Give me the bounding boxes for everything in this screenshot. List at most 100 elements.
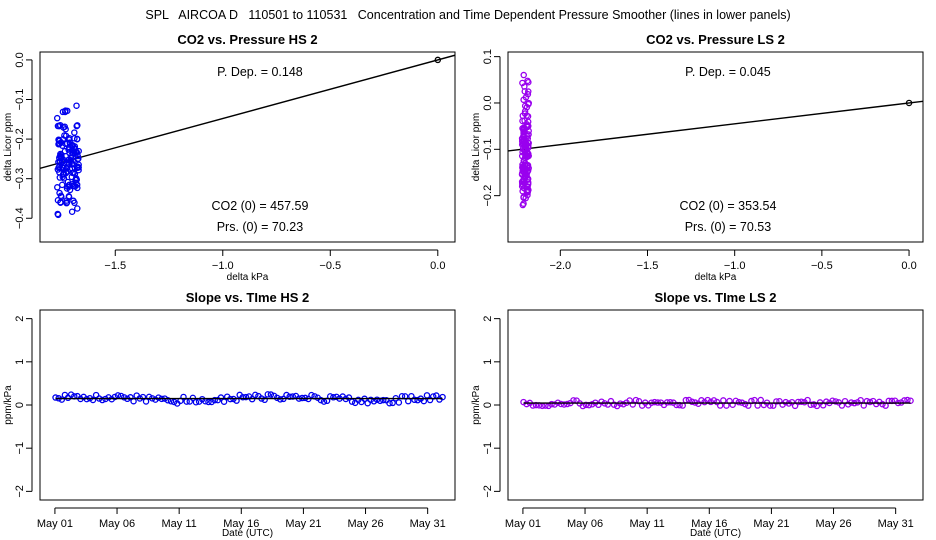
data-point bbox=[111, 393, 119, 401]
data-point bbox=[782, 398, 789, 406]
chart-title: Slope vs. TIme LS 2 bbox=[654, 290, 776, 305]
y-tick-label: 1 bbox=[482, 359, 494, 365]
x-tick-label: −1.0 bbox=[212, 260, 234, 272]
fit-line bbox=[40, 54, 455, 169]
data-point bbox=[345, 394, 353, 401]
data-point bbox=[59, 170, 67, 178]
data-point bbox=[598, 398, 605, 405]
data-point bbox=[120, 394, 128, 401]
x-axis-label: delta kPa bbox=[695, 272, 737, 283]
data-point bbox=[651, 398, 658, 406]
data-point bbox=[866, 398, 874, 406]
data-point bbox=[367, 396, 375, 404]
data-point bbox=[524, 180, 532, 188]
chart-title: CO2 vs. Pressure HS 2 bbox=[177, 32, 317, 47]
data-point bbox=[524, 189, 532, 196]
data-point bbox=[286, 393, 293, 400]
x-tick-label: −1.5 bbox=[637, 260, 659, 272]
pressure-dependence-label: P. Dep. = 0.148 bbox=[217, 65, 303, 79]
chart-hs-slope: Slope vs. TIme HS 2 May 01 May 06 May 11 May… bbox=[3, 290, 456, 539]
y-axis-label: ppm/kPa bbox=[3, 385, 14, 425]
data-point bbox=[729, 401, 736, 408]
x-tick-label: May 06 bbox=[99, 518, 135, 530]
data-point bbox=[242, 393, 250, 401]
data-point bbox=[620, 400, 627, 408]
data-point bbox=[54, 210, 61, 218]
data-point bbox=[65, 143, 73, 151]
chart-hs-pressure: CO2 vs. Pressure HS 2 −1.5 −1.0 −0.5 0.0 delt… bbox=[3, 32, 456, 283]
data-point bbox=[521, 117, 528, 124]
data-point bbox=[563, 400, 571, 408]
y-tick-label: −0.4 bbox=[14, 207, 26, 229]
data-point bbox=[180, 393, 187, 401]
data-point bbox=[56, 140, 63, 147]
x-tick-label: −1.5 bbox=[104, 260, 126, 272]
data-point bbox=[58, 181, 66, 189]
data-point bbox=[520, 130, 527, 137]
data-point bbox=[73, 149, 81, 156]
data-point bbox=[239, 393, 247, 401]
data-point bbox=[189, 394, 197, 402]
data-point bbox=[164, 397, 172, 404]
data-point bbox=[518, 178, 526, 186]
data-point bbox=[519, 167, 526, 175]
data-point bbox=[73, 135, 81, 143]
data-point bbox=[439, 393, 446, 401]
x-tick-label: May 01 bbox=[37, 518, 73, 530]
data-point bbox=[127, 394, 134, 401]
data-point bbox=[879, 400, 886, 408]
data-point bbox=[267, 391, 275, 398]
data-point bbox=[629, 401, 637, 408]
chart-ls-pressure: CO2 vs. Pressure LS 2 −2.0 −1.5 −1.0 −0.5 0.0… bbox=[471, 32, 924, 283]
data-point bbox=[635, 398, 643, 405]
data-point bbox=[60, 164, 67, 172]
chart-title: CO2 vs. Pressure LS 2 bbox=[646, 32, 785, 47]
data-point bbox=[139, 393, 147, 401]
data-point bbox=[524, 118, 532, 126]
data-point bbox=[170, 398, 178, 406]
data-point bbox=[205, 398, 212, 406]
y-tick-label: 0.0 bbox=[14, 52, 26, 67]
y-tick-label: 0 bbox=[14, 402, 26, 408]
data-point bbox=[713, 398, 721, 406]
data-point bbox=[66, 134, 73, 142]
data-point bbox=[519, 201, 527, 209]
data-point bbox=[57, 192, 65, 199]
data-point bbox=[518, 152, 526, 160]
data-point bbox=[520, 96, 527, 104]
y-tick-label: −0.1 bbox=[482, 138, 494, 160]
figure-title: SPL AIRCOA D 110501 to 110531 Concentrat… bbox=[145, 8, 790, 22]
data-point bbox=[832, 398, 839, 405]
data-point bbox=[58, 151, 65, 159]
pressure-zero-label: Prs. (0) = 70.53 bbox=[685, 220, 772, 234]
data-point bbox=[389, 399, 396, 407]
x-tick-label: May 21 bbox=[285, 518, 321, 530]
chart-ls-slope: Slope vs. TIme LS 2 May 01 May 06 May 11 May… bbox=[471, 290, 924, 539]
y-tick-label: 2 bbox=[482, 316, 494, 322]
data-point bbox=[68, 208, 76, 215]
data-point bbox=[610, 401, 618, 408]
x-axis-label: Date (UTC) bbox=[222, 528, 273, 539]
data-point bbox=[414, 396, 421, 404]
data-point bbox=[57, 165, 64, 172]
data-point bbox=[823, 398, 830, 405]
data-point bbox=[788, 398, 796, 406]
data-point bbox=[411, 396, 418, 404]
data-point bbox=[735, 398, 743, 406]
data-point bbox=[99, 396, 106, 404]
plot-frame bbox=[507, 309, 924, 501]
data-point bbox=[89, 396, 97, 404]
data-point bbox=[810, 401, 818, 408]
data-point bbox=[523, 400, 530, 408]
data-point bbox=[520, 193, 527, 201]
data-point bbox=[524, 162, 531, 169]
plot-area bbox=[40, 54, 455, 219]
data-point bbox=[330, 394, 337, 401]
data-point bbox=[523, 141, 530, 148]
data-point bbox=[798, 398, 805, 405]
y-tick-label: 2 bbox=[14, 316, 26, 322]
data-point bbox=[773, 398, 780, 405]
x-tick-label: −0.5 bbox=[319, 260, 341, 272]
data-point bbox=[64, 157, 72, 164]
y-tick-label: 0.1 bbox=[482, 49, 494, 64]
